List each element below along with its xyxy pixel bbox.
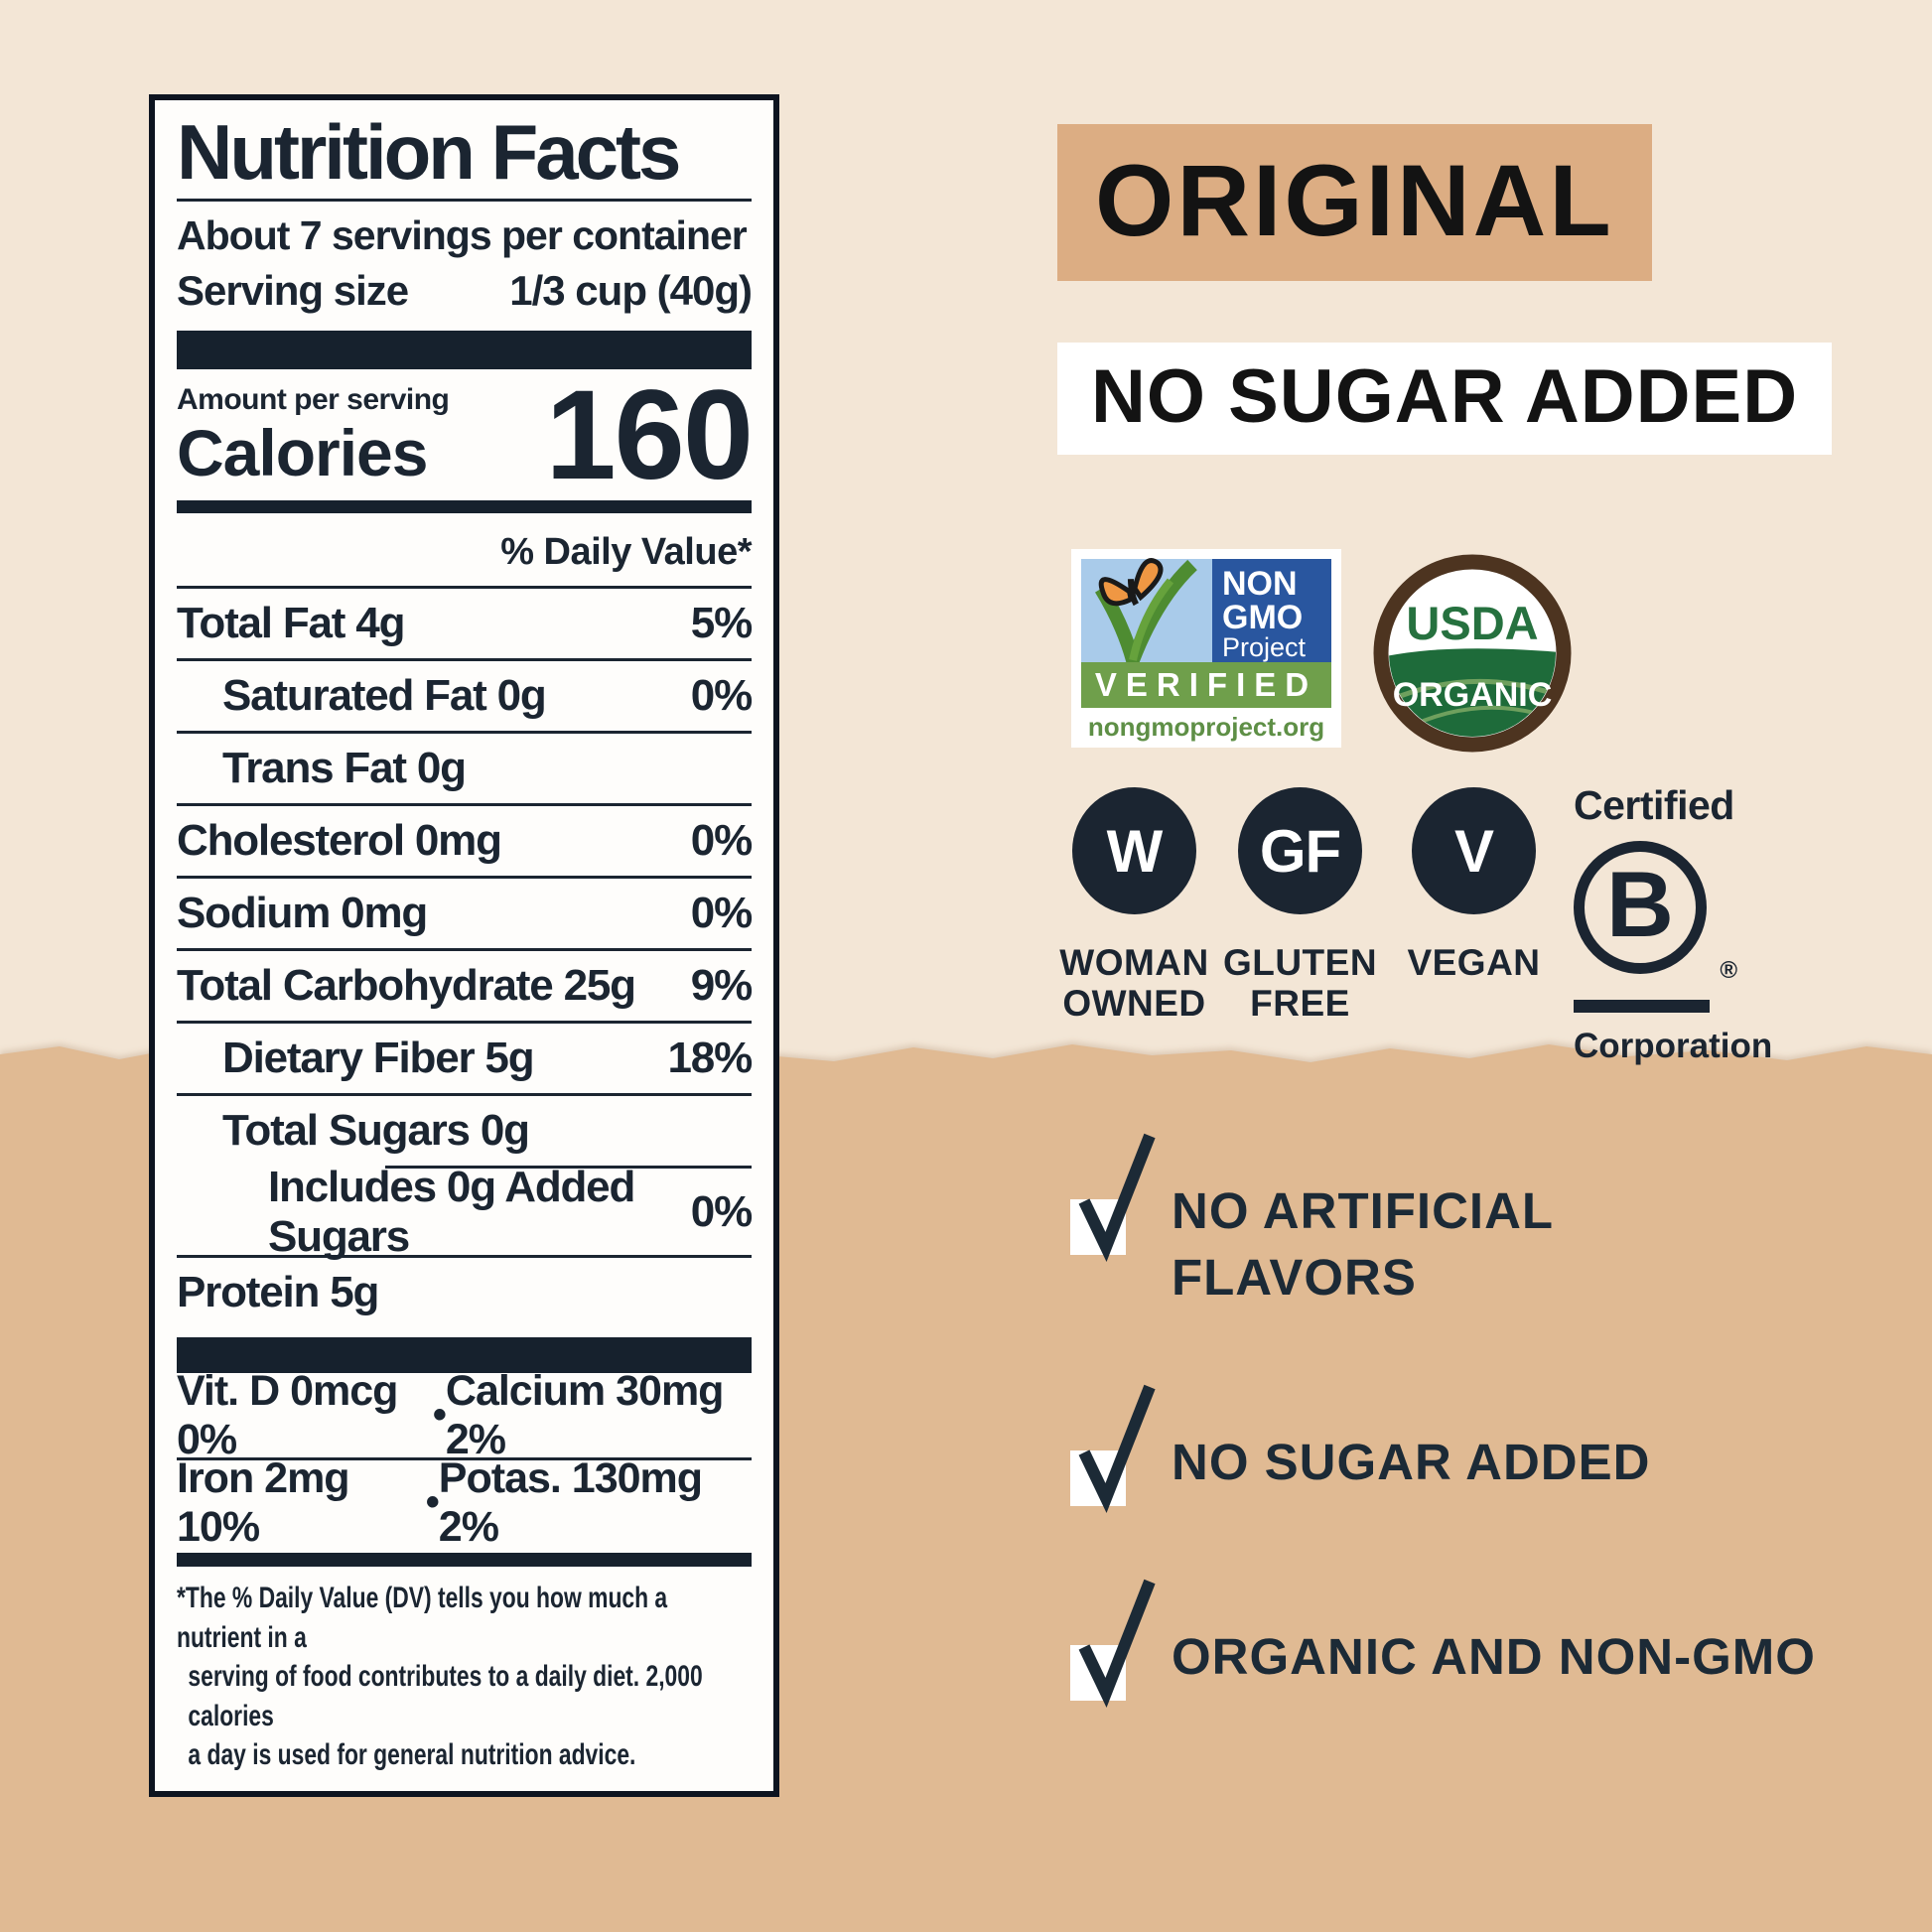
- bullet-separator: •: [432, 1393, 447, 1438]
- nutrient-row-dietary-fiber: Dietary Fiber 5g 18%: [177, 1021, 754, 1093]
- daily-value-header: % Daily Value*: [500, 531, 752, 574]
- svg-text:nongmoproject.org: nongmoproject.org: [1088, 712, 1324, 742]
- flavor-variant-banner: ORIGINAL: [1057, 124, 1652, 281]
- dv-value: 0%: [690, 816, 753, 866]
- micronutrient-row-2: Iron 2mg 10% • Potas. 130mg 2%: [177, 1454, 752, 1551]
- dv-value: 0%: [690, 671, 753, 721]
- medium-divider: [177, 500, 752, 514]
- product-claims-checklist: NO ARTIFICIAL FLAVORS NO SUGAR ADDED ORG…: [1070, 1133, 1904, 1708]
- vegan-seal: V VEGAN: [1407, 787, 1540, 983]
- dv-value: 9%: [690, 961, 753, 1011]
- vegan-label: VEGAN: [1407, 942, 1541, 983]
- no-sugar-added-banner: NO SUGAR ADDED: [1057, 343, 1833, 455]
- non-gmo-project-verified-seal: NON GMO Project VERIFIED nongmoproject.o…: [1071, 549, 1341, 753]
- dv-value: 0%: [690, 889, 753, 938]
- woman-owned-icon: W: [1072, 787, 1196, 914]
- svg-text:NON: NON: [1222, 565, 1298, 603]
- claim-no-sugar-added: NO SUGAR ADDED: [1070, 1384, 1904, 1513]
- checkbox: [1070, 1384, 1156, 1513]
- nutrient-row-total-fat: Total Fat 4g 5%: [177, 586, 753, 658]
- bullet-separator: •: [425, 1480, 440, 1525]
- thick-divider: [177, 1336, 752, 1374]
- checkbox: [1070, 1579, 1156, 1708]
- checkmark-icon: [1078, 1384, 1156, 1513]
- checkmark-icon: [1078, 1133, 1156, 1263]
- butterfly-check-icon: [1095, 558, 1197, 683]
- checkmark-icon: [1078, 1579, 1156, 1708]
- woman-owned-seal: W WOMAN OWNED: [1059, 787, 1208, 1025]
- product-claims-column: ORIGINAL NO SUGAR ADDED NON GMO: [1057, 0, 1932, 1932]
- inset-divider: [385, 1166, 752, 1170]
- nutrition-facts-panel: Nutrition Facts About 7 servings per con…: [149, 94, 779, 1797]
- dv-value: 18%: [667, 1034, 754, 1083]
- svg-text:Project: Project: [1222, 632, 1307, 662]
- svg-text:USDA: USDA: [1406, 597, 1538, 649]
- bcorp-certified-label: Certified: [1574, 782, 1734, 828]
- calories-left: Amount per serving Calories: [177, 382, 450, 489]
- micronutrient-row-1: Vit. D 0mcg 0% • Calcium 30mg 2%: [177, 1366, 724, 1463]
- nutrition-facts-title: Nutrition Facts: [177, 108, 681, 196]
- servings-per-container: About 7 servings per container: [177, 212, 748, 259]
- serving-size-row: Serving size 1/3 cup (40g): [177, 266, 753, 315]
- gluten-free-seal: GF GLUTEN FREE: [1223, 787, 1377, 1025]
- vegan-icon: V: [1412, 787, 1536, 914]
- svg-text:ORGANIC: ORGANIC: [1393, 676, 1553, 714]
- bcorp-circle-b-icon: B ®: [1574, 841, 1737, 984]
- gluten-free-label: GLUTEN FREE: [1222, 942, 1378, 1025]
- nutrient-row-protein: Protein 5g: [177, 1254, 752, 1327]
- calories-value: 160: [545, 364, 754, 507]
- nutrient-row-cholesterol: Cholesterol 0mg 0%: [177, 803, 753, 876]
- nutrient-row-added-sugars: Includes 0g Added Sugars 0%: [268, 1162, 753, 1261]
- woman-owned-label: WOMAN OWNED: [1059, 942, 1209, 1025]
- amount-per-serving-label: Amount per serving: [177, 382, 450, 416]
- usda-organic-seal: USDA ORGANIC: [1373, 554, 1572, 758]
- dv-value: 5%: [690, 599, 753, 648]
- non-gmo-seal-graphic: NON GMO Project VERIFIED nongmoproject.o…: [1071, 549, 1341, 748]
- nutrient-row-total-sugars: Total Sugars 0g: [177, 1093, 752, 1166]
- calories-row: Amount per serving Calories 160: [177, 364, 754, 507]
- claim-organic-non-gmo: ORGANIC AND NON-GMO: [1070, 1579, 1904, 1708]
- svg-text:GMO: GMO: [1222, 599, 1303, 636]
- dv-value: 0%: [690, 1186, 753, 1236]
- calories-label: Calories: [177, 415, 428, 489]
- serving-size-label: Serving size: [177, 266, 409, 314]
- nutrient-row-saturated-fat: Saturated Fat 0g 0%: [177, 658, 753, 731]
- bcorp-bar: [1574, 1000, 1710, 1013]
- nutrient-row-total-carbohydrate: Total Carbohydrate 25g 9%: [177, 948, 753, 1021]
- nutrient-row-trans-fat: Trans Fat 0g: [177, 731, 752, 803]
- nutrient-row-sodium: Sodium 0mg 0%: [177, 876, 753, 948]
- usda-seal-graphic: USDA ORGANIC: [1373, 554, 1572, 753]
- svg-text:VERIFIED: VERIFIED: [1095, 666, 1317, 703]
- serving-size-value: 1/3 cup (40g): [509, 266, 753, 314]
- certified-b-corporation-seal: Certified B ® Corporation: [1574, 782, 1773, 1066]
- medium-divider: [177, 1553, 752, 1568]
- registered-trademark-symbol: ®: [1720, 957, 1737, 984]
- claim-no-artificial-flavors: NO ARTIFICIAL FLAVORS: [1070, 1133, 1904, 1311]
- divider: [177, 199, 752, 203]
- daily-value-footnote: *The % Daily Value (DV) tells you how mu…: [177, 1582, 703, 1772]
- thick-divider: [177, 330, 752, 369]
- checkbox: [1070, 1133, 1156, 1263]
- bcorp-corporation-label: Corporation: [1574, 1027, 1773, 1065]
- gluten-free-icon: GF: [1238, 787, 1362, 914]
